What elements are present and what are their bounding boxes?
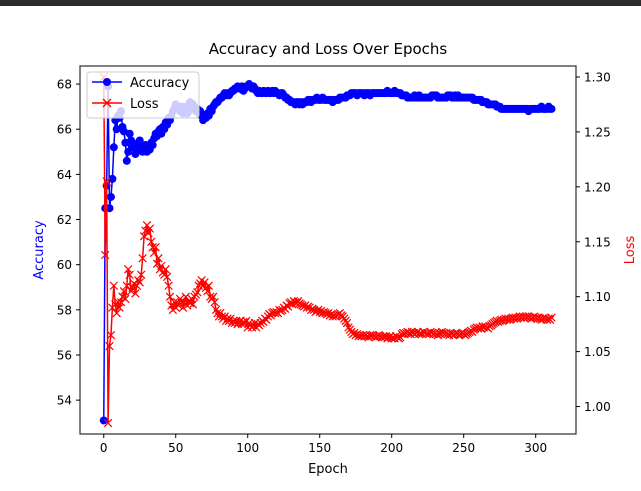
loss-point — [131, 289, 140, 298]
y-right-tick-label: 1.20 — [584, 180, 611, 194]
loss-point — [148, 243, 157, 252]
loss-point — [188, 300, 198, 309]
x-tick-label: 100 — [236, 441, 259, 455]
plot-area-frame — [79, 65, 577, 435]
series-loss-line — [103, 76, 553, 424]
loss-point — [149, 248, 159, 257]
loss-point — [103, 418, 113, 428]
y-right-tick-label: 1.10 — [584, 290, 611, 304]
loss-point — [177, 297, 186, 307]
loss-point — [139, 232, 149, 241]
loss-point — [181, 292, 191, 301]
y-axis-right-label: Loss — [623, 236, 638, 265]
loss-point — [204, 281, 214, 290]
legend-accuracy-label: Accuracy — [130, 76, 190, 91]
loss-point — [154, 254, 163, 263]
figure-canvas: Accuracy and Loss Over Epochs 0 50 100 150 2… — [0, 6, 641, 487]
loss-point — [210, 297, 219, 307]
series-loss — [99, 72, 556, 428]
loss-point — [208, 292, 218, 301]
y-left-tick-label: 64 — [57, 168, 72, 182]
y-left-tick-label: 56 — [57, 348, 72, 362]
loss-point — [161, 264, 170, 274]
loss-point — [106, 330, 116, 340]
series-layer — [99, 72, 556, 428]
loss-point — [113, 297, 123, 307]
accuracy-point — [135, 136, 144, 145]
loss-point — [105, 341, 114, 351]
loss-point — [124, 264, 133, 274]
accuracy-loss-chart: Accuracy and Loss Over Epochs 0 50 100 150 2… — [32, 40, 638, 477]
y-axis-accuracy: 54 56 58 60 62 64 66 68 — [57, 78, 80, 408]
loss-point — [152, 259, 162, 268]
accuracy-point — [547, 104, 556, 113]
loss-point — [136, 270, 146, 279]
loss-point — [547, 313, 556, 322]
window-title-bar — [0, 0, 641, 6]
y-right-tick-label: 1.30 — [584, 70, 611, 84]
loss-point — [200, 278, 209, 287]
accuracy-point — [106, 192, 115, 201]
loss-point — [135, 278, 144, 287]
x-tick-label: 200 — [380, 441, 403, 455]
legend-loss-label: Loss — [130, 97, 159, 112]
series-accuracy-line — [103, 83, 552, 421]
y-left-tick-label: 68 — [57, 78, 72, 92]
x-tick-label: 300 — [524, 441, 547, 455]
loss-point — [164, 281, 173, 290]
loss-point — [112, 308, 121, 318]
legend-box — [86, 71, 200, 119]
loss-point — [115, 303, 124, 312]
x-axis: 0 50 100 150 200 250 300 — [100, 434, 547, 455]
loss-point — [119, 286, 129, 296]
y-right-tick-label: 1.05 — [584, 345, 611, 359]
y-right-tick-label: 1.00 — [584, 400, 611, 414]
loss-point — [170, 297, 179, 307]
series-accuracy — [99, 80, 556, 425]
accuracy-point — [148, 141, 157, 150]
loss-point — [145, 224, 155, 233]
loss-point — [121, 294, 130, 304]
y-right-tick-label: 1.15 — [584, 235, 611, 249]
x-tick-label: 250 — [452, 441, 475, 455]
loss-point — [165, 292, 175, 301]
loss-point — [109, 281, 119, 290]
loss-point — [157, 261, 166, 271]
loss-point — [138, 254, 147, 263]
x-tick-label: 150 — [308, 441, 331, 455]
loss-point — [147, 237, 156, 246]
accuracy-point — [122, 156, 131, 165]
loss-point — [100, 250, 110, 260]
y-left-tick-label: 62 — [57, 213, 72, 227]
loss-point — [125, 270, 134, 279]
accuracy-point — [108, 174, 117, 183]
accuracy-point — [99, 416, 108, 425]
y-left-tick-label: 60 — [57, 258, 72, 272]
legend-loss-marker — [102, 98, 112, 108]
x-tick-label: 0 — [100, 441, 108, 455]
accuracy-point — [125, 129, 134, 138]
x-tick-label: 50 — [168, 441, 183, 455]
x-axis-label: Epoch — [308, 462, 348, 477]
loss-point — [122, 281, 132, 290]
y-left-tick-label: 66 — [57, 123, 72, 137]
y-axis-loss: 1.00 1.05 1.10 1.15 1.20 1.25 1.30 — [576, 70, 611, 414]
loss-point — [162, 272, 172, 282]
loss-point — [116, 297, 126, 307]
y-left-tick-label: 58 — [57, 303, 72, 317]
legend: Accuracy Loss — [86, 71, 200, 119]
loss-point — [151, 243, 160, 252]
loss-point — [102, 177, 111, 186]
legend-accuracy-marker — [103, 78, 111, 86]
y-left-tick-label: 54 — [57, 394, 72, 408]
chart-title: Accuracy and Loss Over Epochs — [209, 40, 448, 58]
y-right-tick-label: 1.25 — [584, 125, 611, 139]
y-axis-left-label: Accuracy — [32, 220, 47, 280]
accuracy-point — [109, 143, 118, 152]
